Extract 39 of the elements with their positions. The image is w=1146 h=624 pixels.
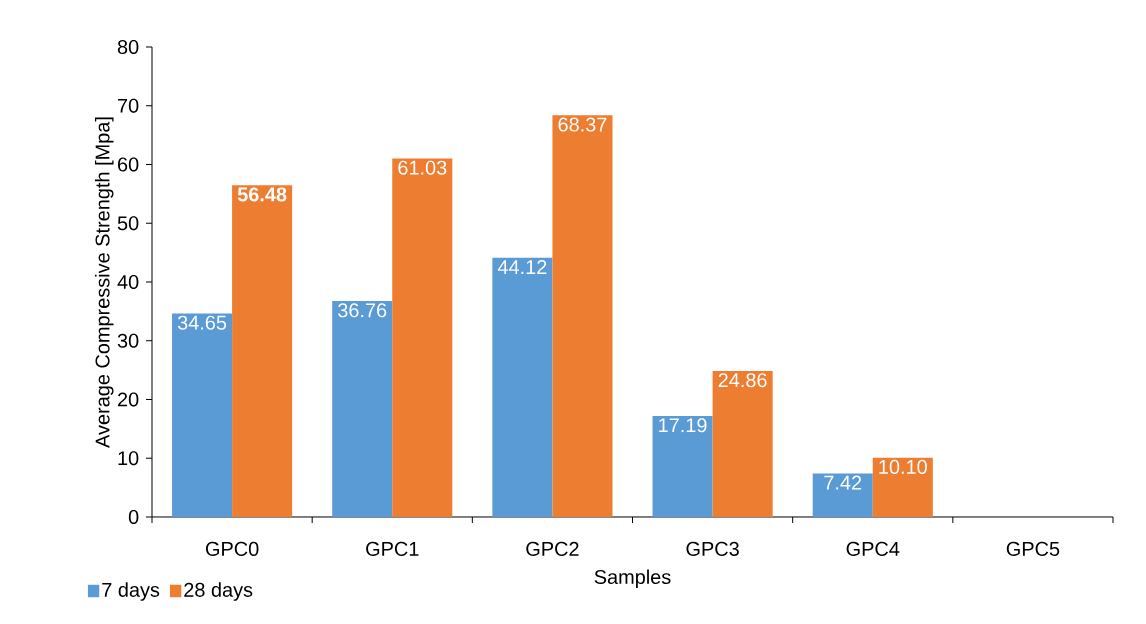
data-label: 34.65 — [177, 315, 227, 330]
data-label: 36.76 — [338, 303, 387, 318]
y-tick-label: 60 — [118, 157, 139, 172]
bar — [872, 457, 933, 517]
data-label: 17.19 — [659, 418, 707, 433]
bar — [652, 416, 713, 517]
bar — [172, 313, 233, 517]
data-label: 61.03 — [398, 160, 447, 175]
y-tick-label: 50 — [117, 216, 139, 231]
data-label: 7.42 — [824, 475, 862, 490]
x-tick-label: GPC1 — [366, 541, 419, 556]
data-label: 56.48 — [237, 187, 287, 202]
data-label: 24.86 — [718, 373, 767, 388]
x-tick-label: GPC4 — [846, 541, 900, 556]
y-axis-title: Average Compressive Strength [Mpa] — [94, 117, 114, 448]
y-tick-label: 0 — [128, 509, 139, 525]
bar — [392, 158, 453, 517]
bar — [492, 257, 553, 517]
bar — [332, 301, 393, 517]
bar — [232, 185, 293, 517]
bar — [552, 115, 613, 517]
y-tick-label: 10 — [118, 451, 139, 466]
legend-label: 7 days — [102, 582, 160, 601]
y-tick-label: 40 — [117, 274, 139, 290]
x-tick-label: GPC0 — [205, 541, 259, 556]
y-tick-label: 30 — [117, 333, 139, 348]
x-tick-label: GPC3 — [686, 541, 739, 556]
x-axis-title: Samples — [594, 569, 671, 588]
data-label: 44.12 — [497, 259, 547, 274]
x-tick-label: GPC2 — [526, 541, 579, 556]
y-tick-label: 20 — [118, 392, 139, 407]
data-label: 68.37 — [558, 117, 607, 132]
y-tick-label: 80 — [117, 39, 139, 55]
data-label: 10.10 — [879, 459, 927, 474]
bar — [812, 473, 873, 517]
legend-label: 28 days — [184, 582, 253, 601]
bar — [712, 370, 773, 517]
y-tick-label: 70 — [118, 98, 139, 113]
x-tick-label: GPC5 — [1006, 541, 1060, 556]
